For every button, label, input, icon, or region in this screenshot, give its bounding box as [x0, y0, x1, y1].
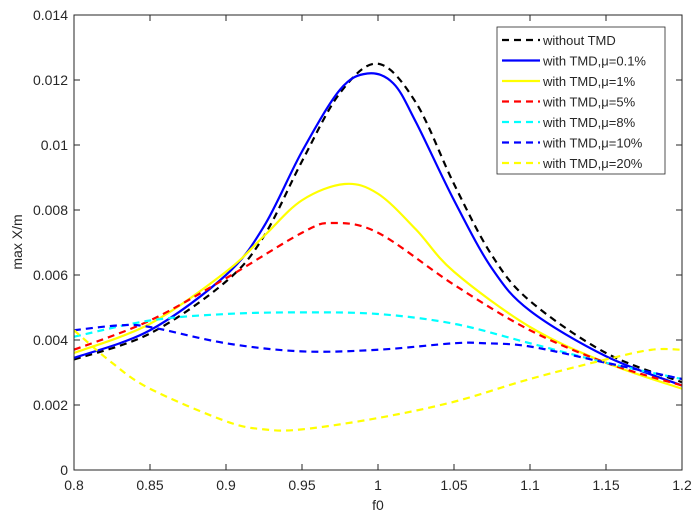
legend: without TMD with TMD,μ=0.1% with TMD,μ=1% w… — [496, 26, 666, 175]
y-tick-label: 0.002 — [33, 397, 68, 413]
legend-label: with TMD,μ=20% — [542, 156, 643, 171]
ticks-layer: 0.8 0.85 0.9 0.95 1 1.05 1.1 1.15 1.2 0 0.002 0.004… — [33, 7, 692, 493]
series-line-0 — [73, 62, 683, 384]
x-tick-label: 1 — [374, 477, 382, 493]
x-axis-label: f0 — [372, 497, 384, 513]
y-tick-label: 0.01 — [41, 137, 68, 153]
x-tick-label: 0.8 — [64, 477, 84, 493]
y-tick-label: 0.012 — [33, 72, 68, 88]
y-tick-label: 0.008 — [33, 202, 68, 218]
x-tick-label: 0.9 — [216, 477, 236, 493]
x-tick-label: 1.2 — [672, 477, 692, 493]
legend-label: with TMD,μ=1% — [542, 74, 636, 89]
x-tick-label: 1.05 — [440, 477, 467, 493]
series-line-6 — [73, 329, 683, 432]
legend-label: with TMD,μ=10% — [542, 136, 643, 151]
x-tick-label: 0.85 — [136, 477, 163, 493]
x-tick-label: 0.95 — [288, 477, 315, 493]
legend-label: without TMD — [542, 33, 616, 48]
x-tick-label: 1.15 — [592, 477, 619, 493]
legend-label: with TMD,μ=5% — [542, 95, 636, 110]
series-line-1 — [73, 72, 683, 387]
legend-label: with TMD,μ=8% — [542, 115, 636, 130]
series-line-3 — [73, 221, 683, 387]
y-axis-label: max X/m — [9, 214, 25, 269]
y-tick-label: 0.006 — [33, 267, 68, 283]
y-tick-label: 0.014 — [33, 7, 68, 23]
x-tick-label: 1.1 — [520, 477, 540, 493]
series-line-5 — [73, 323, 683, 381]
series-layer — [73, 62, 683, 432]
y-tick-label: 0.004 — [33, 332, 68, 348]
y-tick-label: 0 — [60, 462, 68, 478]
legend-label: with TMD,μ=0.1% — [542, 54, 646, 69]
legend-box — [496, 26, 666, 175]
series-line-2 — [73, 182, 683, 390]
series-line-4 — [73, 311, 683, 381]
